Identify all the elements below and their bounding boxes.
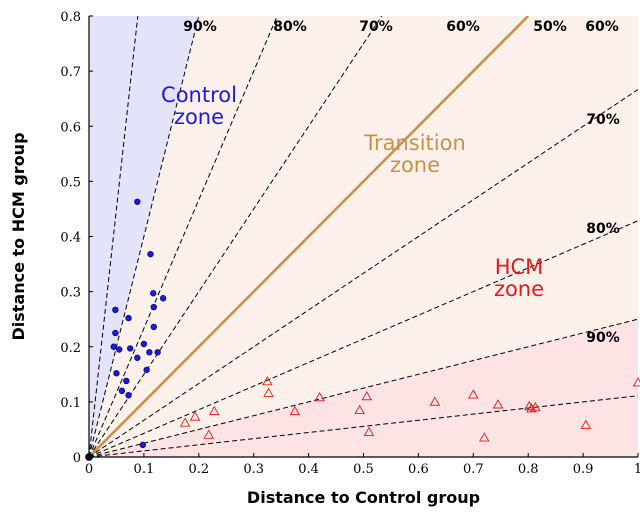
control-point	[110, 343, 117, 350]
y-axis-title: Distance to HCM group	[9, 132, 28, 340]
percentage-label: 70%	[586, 112, 620, 128]
hcm-point	[179, 417, 191, 427]
y-tick-label: 0.6	[60, 120, 81, 135]
hcm-point	[526, 403, 537, 413]
control-point	[112, 329, 119, 337]
hcm-point	[492, 399, 504, 409]
x-tick-label: 0.5	[353, 462, 374, 477]
y-tick-label: 0.8	[60, 10, 81, 25]
reference-line	[89, 16, 200, 457]
control-point	[150, 303, 157, 311]
control-point	[140, 340, 148, 348]
x-tick-label: 0.1	[134, 462, 155, 477]
hcm-point	[263, 387, 274, 397]
zone-label: zone	[494, 277, 544, 301]
reference-line	[89, 318, 638, 457]
hcm-point	[363, 426, 375, 437]
percentage-label: 60%	[446, 19, 480, 35]
reference-line	[89, 16, 383, 457]
x-tick-label: 0	[85, 462, 93, 477]
x-tick-label: 0.2	[188, 462, 209, 477]
x-tick-label: 0.3	[243, 462, 264, 477]
control-point	[139, 441, 147, 449]
hcm-point	[429, 396, 441, 406]
control-point	[150, 290, 157, 297]
hcm-point	[189, 411, 201, 421]
control-point	[134, 198, 141, 205]
hcm-point	[208, 405, 220, 416]
zone-label: Control	[161, 83, 237, 107]
control-point	[147, 250, 154, 258]
control-point	[146, 349, 153, 356]
boundary-line	[89, 16, 530, 457]
hcm-point	[289, 405, 301, 416]
chart-labels: Distance to Control group Distance to HC…	[9, 19, 620, 507]
zone-label: Transition	[363, 131, 466, 155]
control-point	[125, 392, 132, 399]
control-point	[115, 346, 123, 353]
percentage-label: 60%	[585, 19, 619, 35]
percentage-label: 90%	[183, 19, 217, 35]
x-tick-label: 1	[634, 462, 640, 477]
hcm-point	[632, 377, 640, 387]
control-point	[112, 306, 119, 314]
percentage-label: 90%	[586, 330, 620, 346]
reference-line	[89, 395, 638, 457]
percentage-label: 80%	[273, 19, 307, 35]
hcm-point	[479, 432, 490, 442]
control-point	[134, 354, 141, 361]
reference-line	[89, 16, 139, 457]
control-point	[125, 314, 132, 322]
hcm-point	[580, 419, 592, 429]
y-tick-label: 0.4	[60, 231, 81, 246]
axes: 0 0.1 0.2 0.3 0.4 0.5 0.6 0.7 0.8 0.9 1 0 0.1 0.2 0.3 0…	[60, 10, 640, 477]
hcm-point	[262, 376, 273, 386]
zone-label: HCM	[495, 255, 544, 279]
hcm-point	[468, 389, 479, 399]
hcm-point	[361, 390, 373, 401]
zone-label: zone	[390, 153, 440, 177]
data-points	[85, 198, 640, 461]
control-point	[123, 377, 130, 385]
control-point	[126, 345, 134, 352]
y-tick-label: 0.3	[60, 286, 81, 301]
control-point	[150, 323, 157, 331]
percentage-label: 50%	[533, 19, 567, 35]
y-tick-label: 0	[73, 451, 81, 466]
zone-label: zone	[174, 105, 224, 129]
hcm-point	[314, 392, 325, 402]
control-point	[159, 295, 167, 302]
control-point	[113, 370, 120, 377]
reference-line	[89, 220, 638, 457]
percentage-label: 80%	[586, 221, 620, 237]
y-tick-label: 0.7	[60, 65, 81, 80]
x-tick-label: 0.6	[408, 462, 429, 477]
x-tick-label: 0.9	[573, 462, 594, 477]
reference-lines	[89, 16, 638, 457]
hcm-point	[203, 429, 214, 439]
hcm-point	[354, 404, 365, 414]
x-axis-title: Distance to Control group	[247, 488, 480, 507]
x-tick-label: 0.4	[298, 462, 319, 477]
control-point	[143, 366, 150, 374]
percentage-label: 70%	[359, 19, 393, 35]
control-point	[154, 349, 161, 356]
hcm-point	[524, 400, 535, 411]
y-tick-label: 0.2	[60, 341, 81, 356]
y-tick-label: 0.1	[60, 396, 81, 411]
control-point	[118, 387, 126, 395]
reference-line	[89, 89, 638, 457]
y-tick-label: 0.5	[60, 175, 81, 190]
x-tick-label: 0.7	[463, 462, 484, 477]
x-tick-label: 0.8	[518, 462, 539, 477]
